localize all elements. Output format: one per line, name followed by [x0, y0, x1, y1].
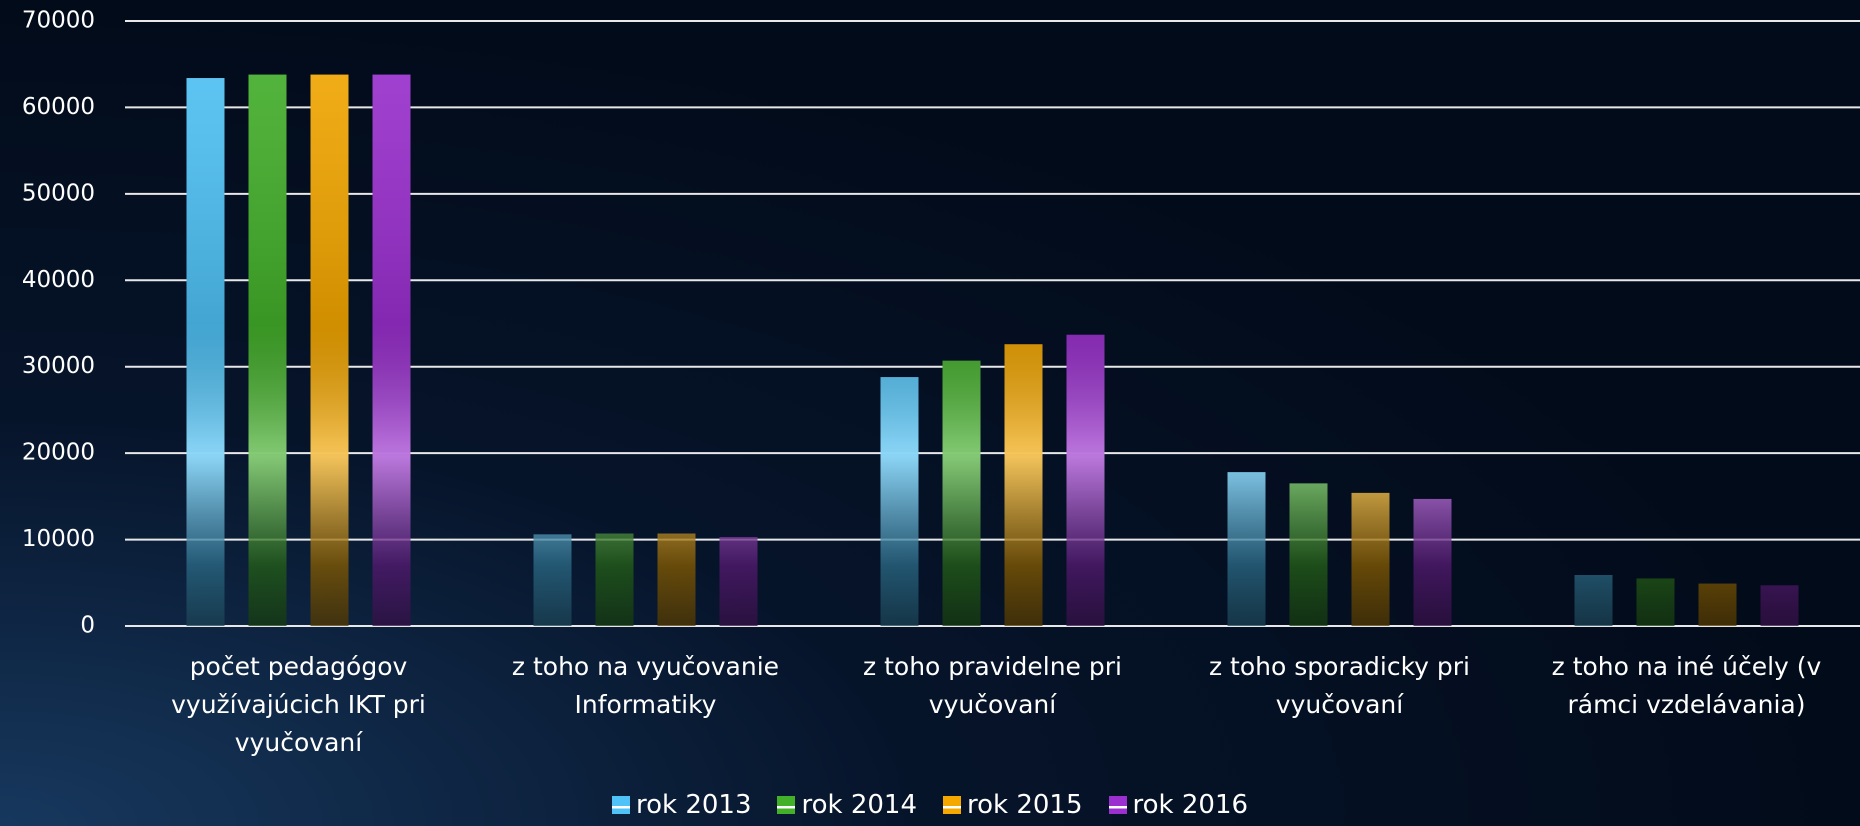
legend-swatch: [611, 796, 630, 814]
bar-shade: [248, 74, 287, 627]
x-tick-label: počet pedagógov využívajúcich IKT pri vy…: [171, 652, 426, 757]
legend-swatch: [943, 796, 961, 814]
x-tick-label: z toho pravidelne pri vyučovaní: [863, 652, 1122, 719]
bar-shade: [1289, 483, 1328, 626]
bar-shade: [1698, 583, 1737, 626]
legend-label: rok 2014: [801, 790, 917, 820]
bar-shade: [372, 74, 411, 627]
x-tick-label: z toho sporadicky pri vyučovaní: [1208, 652, 1471, 719]
bar-shade: [1574, 575, 1613, 626]
bar-shade: [719, 536, 758, 626]
y-tick-label: 70000: [22, 8, 95, 34]
legend-label: rok 2015: [967, 790, 1083, 820]
y-tick-label: 20000: [22, 440, 95, 466]
legend-label: rok 2013: [635, 790, 752, 820]
x-tick-label: z toho na iné účely (v rámci vzdelávania…: [1551, 652, 1822, 719]
legend-item: rok 2016: [1108, 790, 1249, 820]
bar-shade: [1227, 472, 1266, 626]
bar-shade: [533, 534, 572, 626]
x-tick-label: z toho na vyučovanie Informatiky: [511, 652, 780, 719]
bar-shade: [1413, 498, 1452, 626]
bar-shade: [1351, 492, 1390, 626]
bar-shade: [595, 533, 634, 626]
y-tick-label: 50000: [22, 180, 95, 206]
legend-label: rok 2016: [1132, 790, 1249, 820]
bar-shade: [1760, 585, 1799, 626]
legend: rok 2013 rok 2014 rok 2015 rok 2016: [0, 790, 1860, 820]
legend-item: rok 2013: [611, 790, 752, 820]
y-tick-label: 30000: [22, 353, 95, 379]
bar-shade: [1066, 334, 1105, 626]
bar-shade: [310, 74, 349, 627]
y-tick-label: 10000: [22, 526, 95, 552]
bar-shade: [880, 377, 919, 626]
bar-shade: [186, 78, 225, 627]
legend-item: rok 2015: [943, 790, 1083, 820]
legend-swatch: [1108, 796, 1127, 814]
legend-item: rok 2014: [777, 790, 917, 820]
bar-shade: [657, 533, 696, 626]
bar-shade: [1636, 578, 1675, 626]
legend-swatch: [777, 796, 796, 814]
y-tick-label: 40000: [22, 267, 95, 293]
bar-shade: [942, 360, 981, 626]
bar-shade: [1004, 344, 1043, 626]
y-tick-label: 60000: [22, 94, 95, 120]
y-tick-label: 0: [80, 613, 95, 639]
